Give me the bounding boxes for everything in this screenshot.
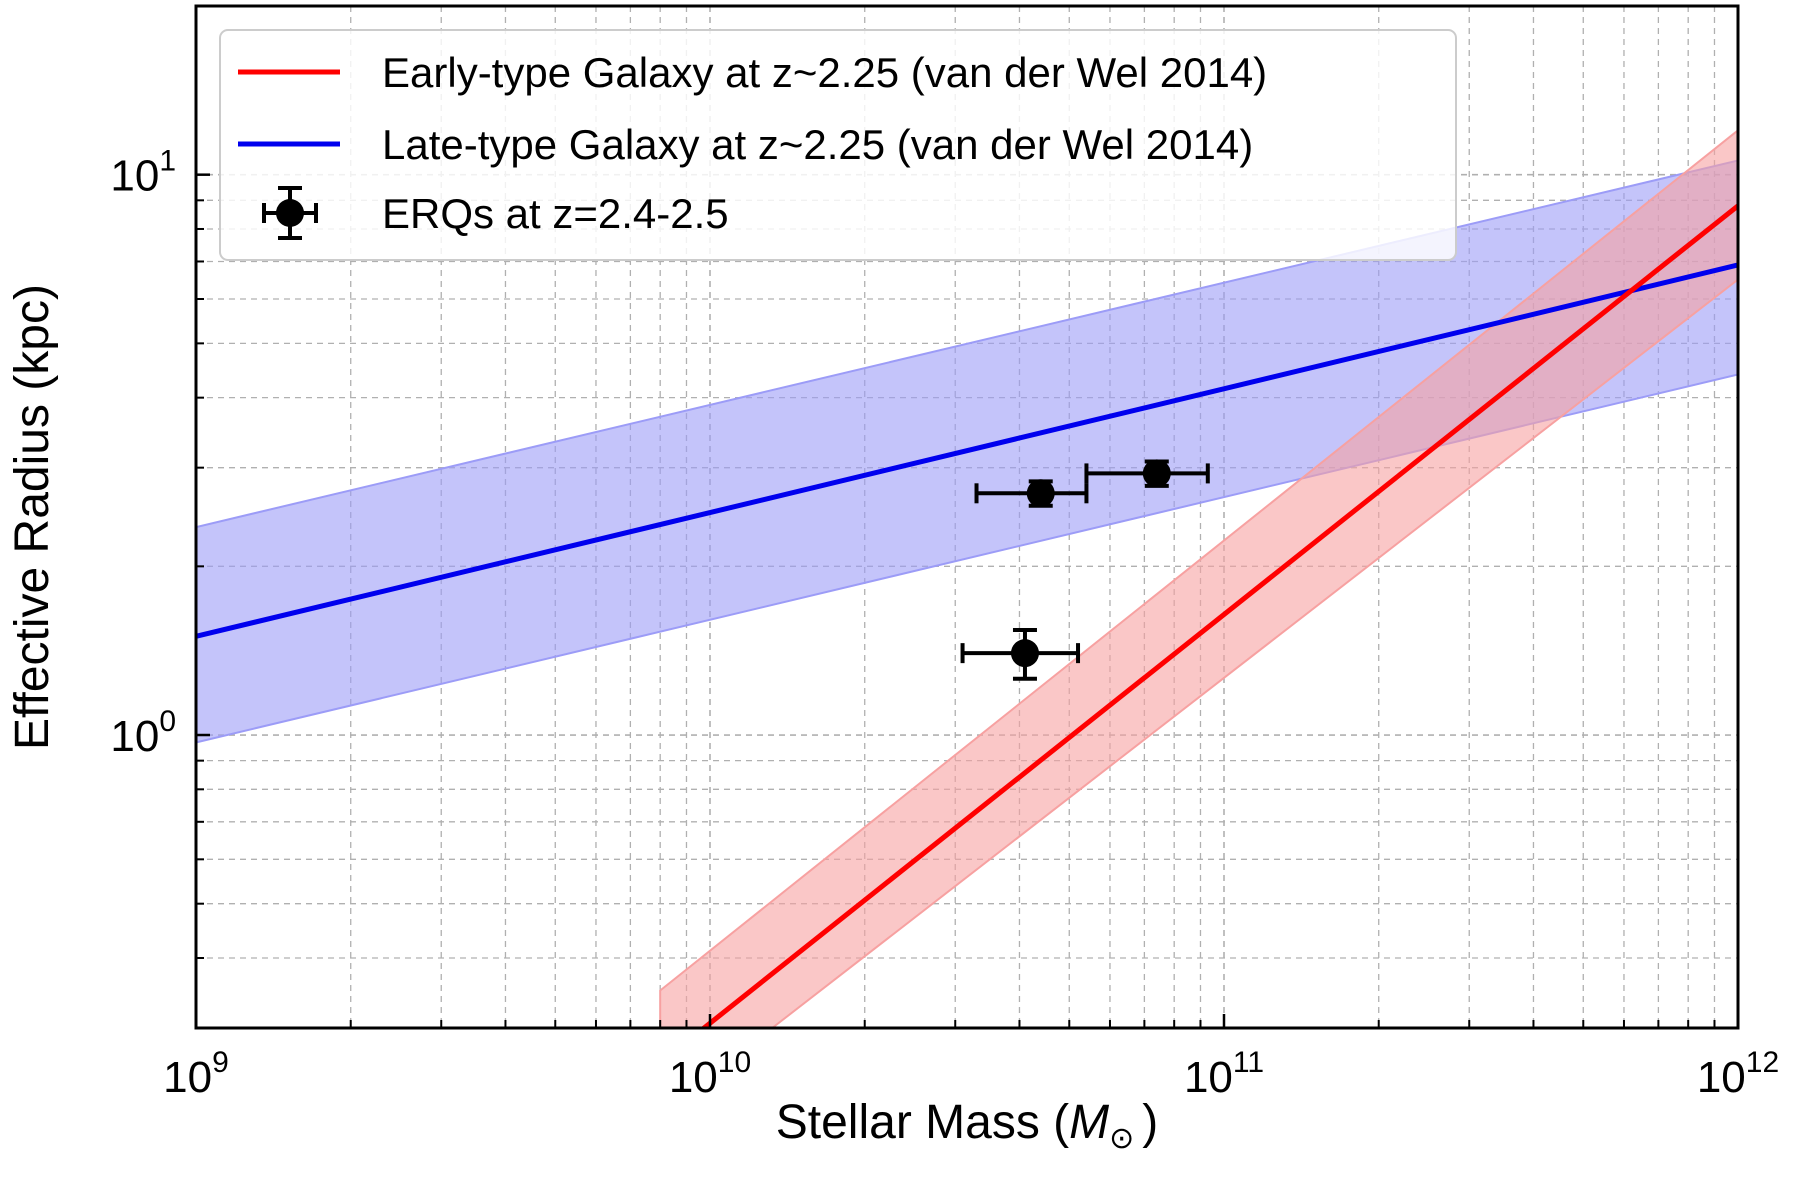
legend: Early-type Galaxy at z~2.25 (van der Wel… — [219, 29, 1457, 261]
erq-marker — [1026, 479, 1055, 508]
x-tick-label: 109 — [163, 1046, 229, 1102]
tick-labels: 109 1010 1011 1012 100 101 — [110, 145, 1779, 1102]
early-type-line — [699, 203, 1738, 1028]
x-tick-label: 1011 — [1184, 1046, 1264, 1102]
legend-label-early: Early-type Galaxy at z~2.25 (van der Wel… — [382, 49, 1267, 96]
series-lines — [196, 203, 1738, 1028]
legend-label-late: Late-type Galaxy at z~2.25 (van der Wel … — [382, 121, 1253, 168]
erq-point — [960, 627, 1081, 681]
late-type-line — [196, 262, 1738, 639]
x-tick-label: 1012 — [1697, 1046, 1779, 1102]
erq-marker — [1010, 639, 1039, 668]
early-type-band — [659, 129, 1738, 1028]
erq-marker — [1142, 459, 1171, 488]
y-axis-title: Effective Radius (kpc) — [6, 284, 59, 750]
axis-ticks — [194, 5, 1740, 1029]
y-tick-label: 101 — [110, 145, 176, 201]
confidence-bands — [196, 129, 1738, 1028]
legend-swatch-erq — [262, 186, 318, 240]
x-tick-label: 1010 — [669, 1046, 751, 1102]
y-tick-label: 100 — [110, 705, 176, 761]
plot-frame — [194, 4, 1740, 1030]
legend-label-erq: ERQs at z=2.4-2.5 — [382, 190, 729, 237]
x-axis-title: Stellar Mass (M⊙) — [776, 1096, 1159, 1155]
legend-box — [219, 29, 1457, 261]
erq-point — [1084, 459, 1210, 488]
erq-point — [974, 479, 1089, 508]
data-points — [960, 459, 1210, 681]
